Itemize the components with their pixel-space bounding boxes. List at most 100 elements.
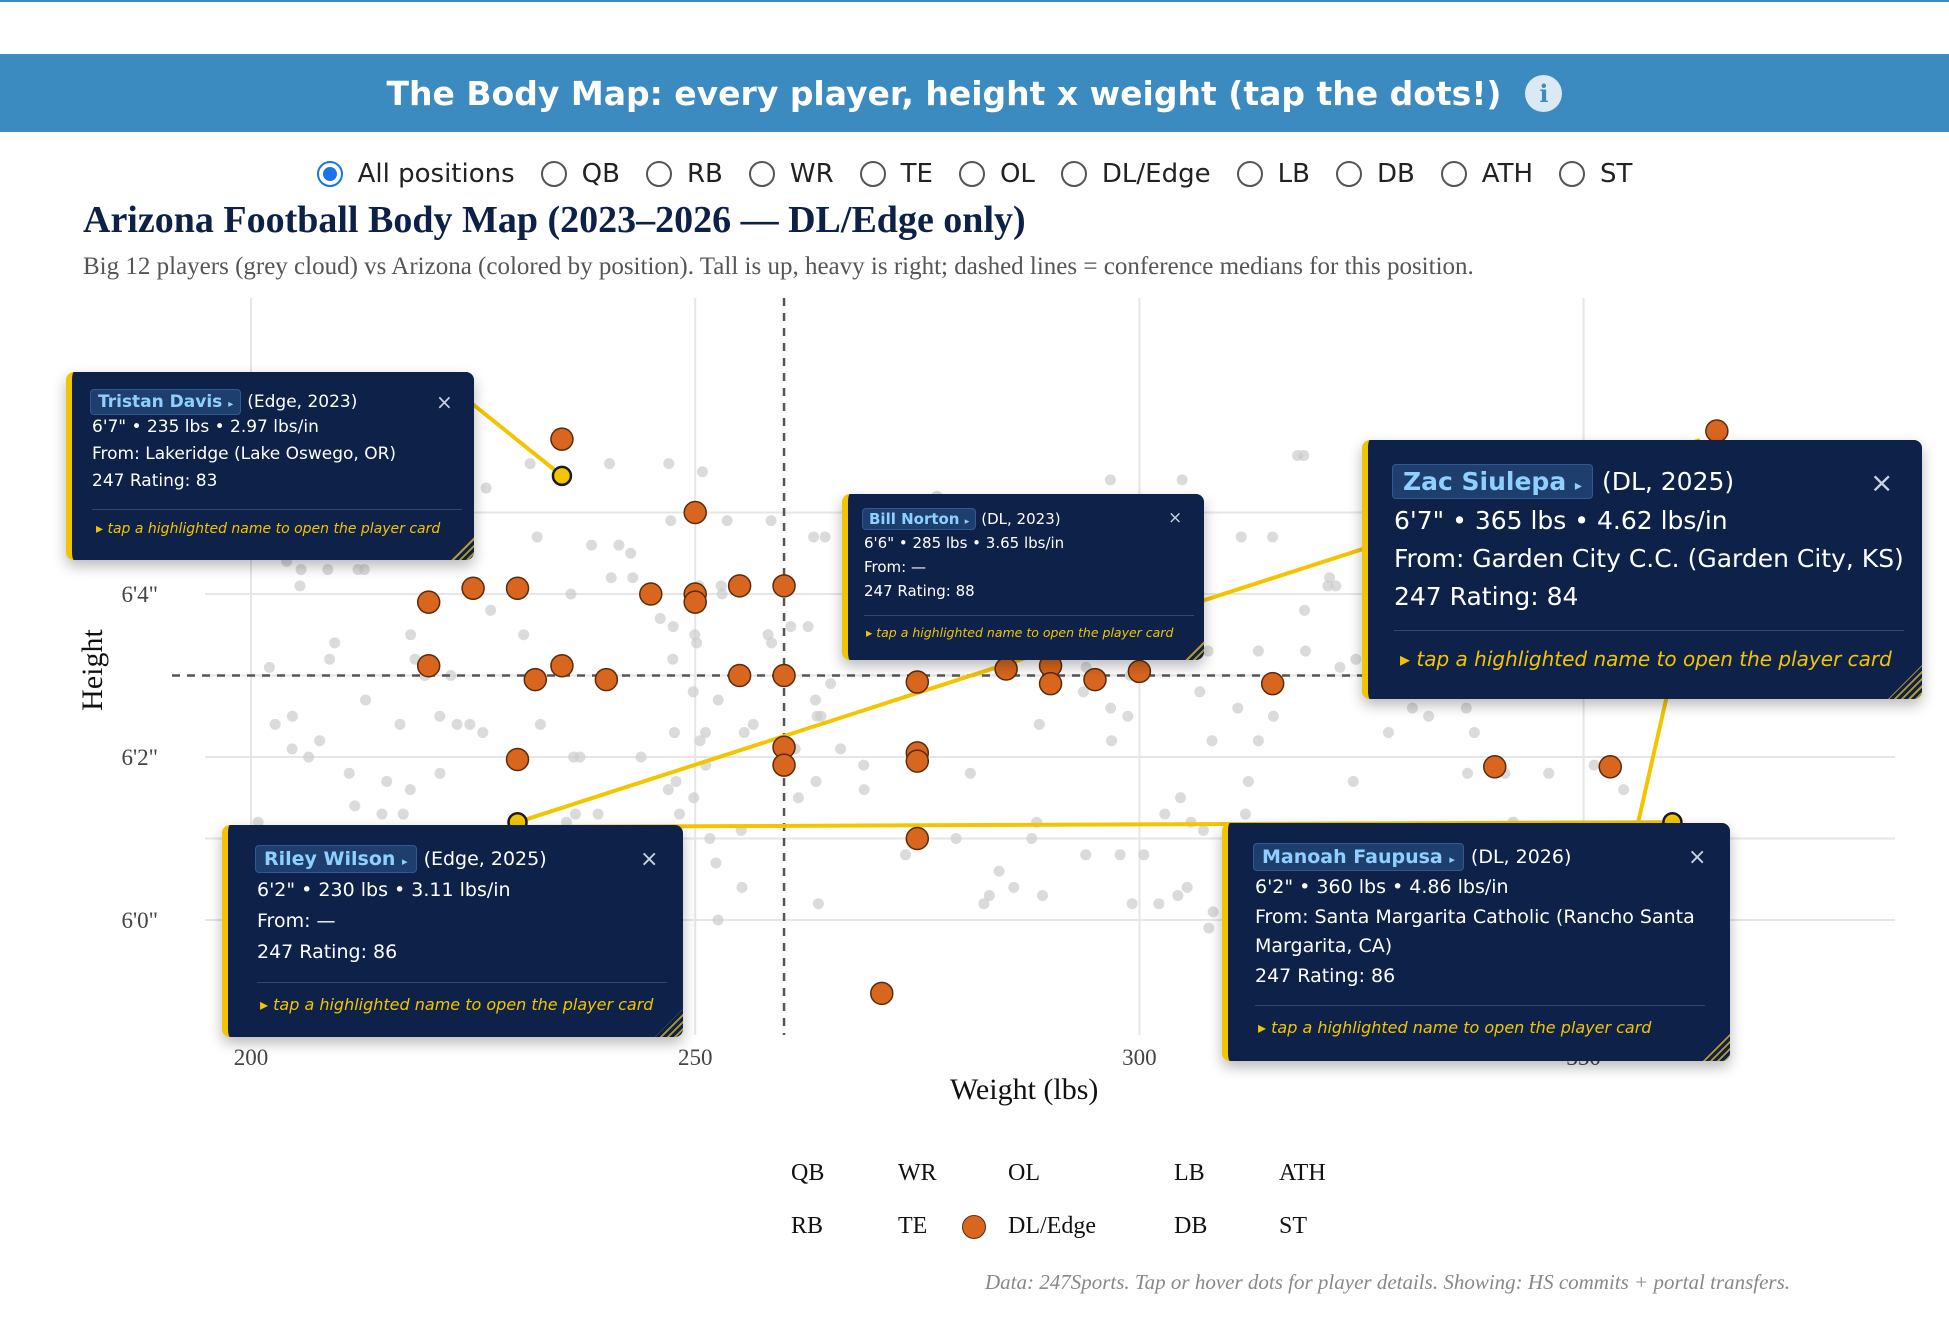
- player-from: From: Garden City C.C. (Garden City, KS): [1394, 544, 1904, 573]
- legend-te[interactable]: TE: [898, 1213, 928, 1239]
- legend-wr[interactable]: WR: [898, 1160, 937, 1186]
- filter-all-positions[interactable]: All positions: [316, 159, 515, 189]
- player-name-link[interactable]: Riley Wilson ▸: [255, 845, 417, 873]
- legend-rb[interactable]: RB: [791, 1213, 824, 1239]
- player-name-link[interactable]: Bill Norton ▸: [862, 508, 977, 530]
- filter-db[interactable]: DB: [1335, 159, 1415, 189]
- cloud-point: [569, 808, 581, 820]
- cloud-point: [1153, 898, 1165, 910]
- cloud-point: [635, 751, 647, 763]
- cloud-point: [983, 890, 995, 902]
- cloud-point: [1105, 702, 1117, 714]
- data-point-dl-edge: [505, 576, 530, 601]
- legend-dl-edge[interactable]: DL/Edge: [1008, 1213, 1096, 1239]
- filter-st[interactable]: ST: [1559, 159, 1632, 189]
- cloud-point: [1176, 474, 1188, 486]
- radio-icon[interactable]: [958, 161, 985, 187]
- cloud-point: [1267, 710, 1279, 722]
- player-rating: 247 Rating: 86: [1255, 965, 1396, 987]
- legend-st[interactable]: ST: [1279, 1213, 1308, 1239]
- radio-icon[interactable]: [1060, 161, 1087, 187]
- cloud-point: [1126, 898, 1138, 910]
- x-tick-label: 250: [678, 1045, 713, 1070]
- filter-label: ST: [1600, 159, 1633, 189]
- data-point-dl-edge: [1705, 419, 1729, 443]
- filter-label: ATH: [1481, 159, 1533, 189]
- radio-icon[interactable]: [316, 161, 343, 187]
- close-icon[interactable]: ×: [1168, 508, 1183, 528]
- top-accent-line: [0, 0, 1949, 2]
- cloud-point: [269, 718, 281, 730]
- data-point-dl-edge: [1083, 667, 1107, 692]
- legend-db[interactable]: DB: [1174, 1213, 1208, 1239]
- cloud-point: [263, 661, 275, 673]
- radio-icon[interactable]: [1236, 161, 1263, 187]
- close-icon[interactable]: ×: [436, 390, 453, 414]
- cloud-point: [625, 547, 637, 559]
- cloud-point: [605, 572, 617, 584]
- filter-dl-edge[interactable]: DL/Edge: [1060, 159, 1211, 189]
- player-stats: 6'2" • 360 lbs • 4.86 lbs/in: [1255, 876, 1509, 898]
- player-rating: 247 Rating: 83: [92, 471, 218, 491]
- radio-icon[interactable]: [1559, 161, 1585, 187]
- data-point-dl-edge: [905, 749, 930, 773]
- radio-icon[interactable]: [1335, 161, 1362, 187]
- radio-icon[interactable]: [859, 161, 886, 187]
- filter-te[interactable]: TE: [859, 159, 933, 189]
- cloud-point: [1588, 759, 1600, 771]
- close-icon[interactable]: ×: [1870, 466, 1894, 499]
- resize-handle[interactable]: [655, 1009, 683, 1037]
- close-icon[interactable]: ×: [640, 847, 659, 872]
- banner: The Body Map: every player, height x wei…: [0, 54, 1949, 132]
- cloud-point: [1334, 661, 1346, 673]
- radio-icon[interactable]: [1440, 161, 1467, 187]
- player-tooltip-bill-norton: Bill Norton ▸ (DL, 2023) × 6'6" • 285 lb…: [842, 494, 1204, 660]
- y-tick-label: 6'0": [121, 908, 158, 933]
- resize-handle[interactable]: [1700, 1031, 1730, 1061]
- data-point-dl-edge: [416, 653, 441, 678]
- legend-qb[interactable]: QB: [791, 1160, 825, 1186]
- cloud-point: [359, 694, 371, 706]
- player-name-link[interactable]: Zac Siulepa ▸: [1392, 464, 1593, 499]
- legend-ath[interactable]: ATH: [1279, 1160, 1326, 1186]
- filter-qb[interactable]: QB: [540, 159, 620, 189]
- radio-icon[interactable]: [540, 161, 567, 187]
- filter-wr[interactable]: WR: [748, 159, 834, 189]
- data-point-dl-edge: [639, 582, 663, 606]
- filter-lb[interactable]: LB: [1236, 159, 1310, 189]
- cloud-point: [565, 588, 577, 600]
- filter-ath[interactable]: ATH: [1440, 159, 1533, 189]
- tooltip-divider: [92, 509, 462, 510]
- cloud-point: [314, 735, 326, 747]
- resize-handle[interactable]: [1182, 638, 1204, 660]
- filter-label: LB: [1277, 159, 1310, 189]
- cloud-point: [1267, 531, 1279, 543]
- cloud-point: [445, 670, 457, 681]
- close-icon[interactable]: ×: [1688, 845, 1707, 870]
- cloud-point: [485, 604, 497, 616]
- cloud-point: [404, 784, 416, 796]
- resize-handle[interactable]: [450, 536, 474, 560]
- cloud-point: [349, 800, 361, 812]
- cloud-point: [604, 458, 616, 470]
- player-name-link[interactable]: Manoah Faupusa ▸: [1253, 843, 1464, 871]
- filter-rb[interactable]: RB: [645, 159, 723, 189]
- cloud-point: [809, 694, 821, 706]
- legend-lb[interactable]: LB: [1174, 1160, 1205, 1186]
- radio-icon[interactable]: [748, 161, 775, 187]
- cloud-point: [1203, 922, 1215, 934]
- info-icon[interactable]: i: [1525, 74, 1563, 112]
- resize-handle[interactable]: [1888, 665, 1922, 699]
- data-point-dl-edge: [550, 427, 574, 451]
- cloud-point: [586, 539, 598, 551]
- radio-icon[interactable]: [645, 161, 672, 187]
- cloud-point: [434, 767, 446, 779]
- player-meta: (DL, 2023): [981, 510, 1061, 528]
- cloud-point: [835, 743, 847, 755]
- cloud-point: [696, 466, 708, 478]
- play-arrow-icon: ▸: [964, 517, 970, 527]
- player-name-link[interactable]: Tristan Davis ▸: [90, 389, 242, 415]
- legend-ol[interactable]: OL: [1008, 1160, 1040, 1186]
- cloud-point: [1104, 474, 1116, 486]
- filter-ol[interactable]: OL: [958, 159, 1035, 189]
